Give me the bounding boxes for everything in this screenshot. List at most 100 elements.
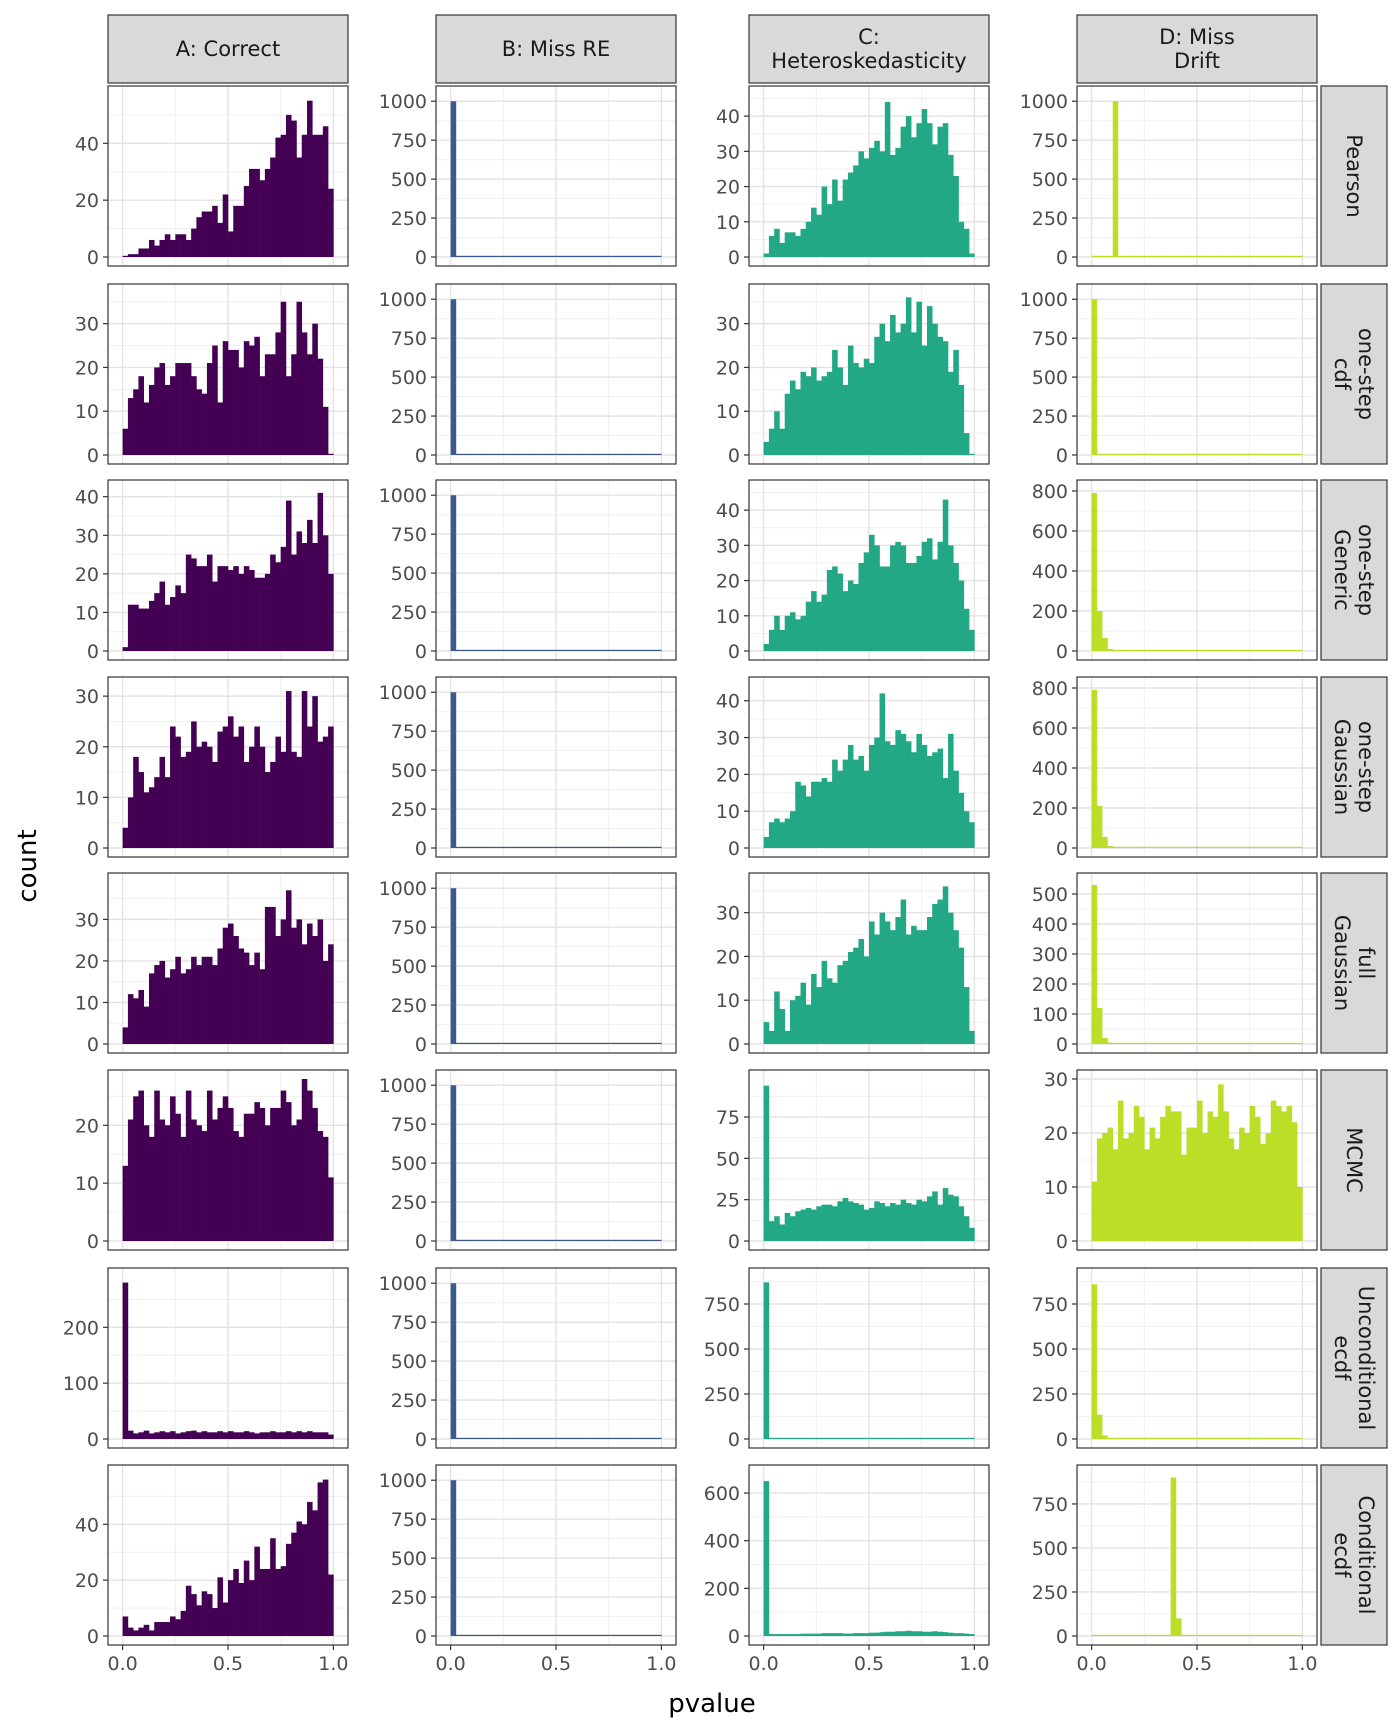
histogram-bar [587,1634,594,1636]
histogram-bar [1297,1634,1303,1636]
y-tick-label: 500 [391,367,427,389]
histogram-bar [1270,846,1277,848]
histogram-bar [476,1437,483,1439]
y-tick-label: 1000 [379,1470,427,1492]
y-tick-label: 400 [1032,914,1068,936]
histogram-bar [884,566,891,651]
y-tick-label: 0 [728,1034,740,1056]
histogram-bar [905,562,912,651]
x-tick-label: 1.0 [646,1653,676,1675]
histogram-bar [608,1239,615,1241]
histogram-bar [492,649,499,651]
histogram-bar [154,965,160,1044]
histogram-bar [963,987,970,1044]
histogram-bar [191,1594,197,1636]
histogram-bar [963,1633,970,1636]
y-tick-label: 20 [75,1570,99,1592]
histogram-bar [196,217,202,257]
histogram-bar [1186,1042,1193,1044]
histogram-bar [1123,1437,1129,1439]
histogram-bar [519,1239,525,1241]
histogram-bar [598,453,604,455]
y-tick-label: 1000 [379,91,427,113]
histogram-bar [476,649,483,651]
histogram-bar [1233,453,1240,455]
histogram-bar [795,995,801,1044]
histogram-bar [503,649,509,651]
histogram-bar [763,1481,770,1636]
histogram-bar [127,994,134,1044]
histogram-bar [264,772,271,848]
histogram-bar [853,1633,859,1636]
histogram-bar [582,649,588,651]
histogram-bar [206,363,213,455]
histogram-bar [307,1090,313,1241]
histogram-bar [1212,255,1219,257]
histogram-bar [640,1042,646,1044]
histogram-bar [1202,649,1208,651]
row-strips: Pearsonone-stepcdfone-stepGenericone-ste… [1320,85,1388,1646]
histogram-bar [858,367,865,455]
histogram-bar [254,577,260,651]
histogram-bar [1112,846,1119,848]
histogram-bar [1102,1634,1108,1636]
histogram-bar [1144,453,1150,455]
histogram-bar [768,1030,775,1044]
histogram-bar [524,1042,530,1044]
histogram-bar [228,570,234,651]
histogram-bar [784,818,791,848]
histogram-bar [911,752,917,848]
histogram-bar [180,1432,187,1439]
histogram-bar [461,1042,467,1044]
histogram-bar [1165,1106,1171,1241]
histogram-bar [905,116,912,257]
histogram-bar [322,960,329,1044]
row-strip-label: ecdf [1330,1335,1354,1381]
histogram-bar [513,1437,520,1439]
y-tick-label: 20 [716,177,740,199]
histogram-bar [238,1136,245,1241]
histogram-bar [837,770,843,848]
histogram-bar [932,1631,938,1636]
y-tick-label: 10 [716,990,740,1012]
row-strip-box [1320,85,1388,267]
histogram-bar [280,1432,287,1439]
histogram-bar [811,367,817,455]
histogram-bar [874,737,880,848]
y-tick-label: 1000 [379,878,427,900]
histogram-bar [779,1224,786,1241]
y-tick-label: 10 [75,602,99,624]
histogram-bar [561,846,567,848]
histogram-bar [328,573,334,651]
histogram-bar [958,947,965,1044]
histogram-bar [1212,1042,1219,1044]
histogram-bar [455,846,462,848]
histogram-bar [243,952,250,1044]
y-tick-label: 0 [415,641,427,663]
histogram-bar [317,358,324,455]
y-tick-label: 0 [415,445,427,467]
panel-border [435,283,677,465]
histogram-bar [926,538,933,651]
histogram-bar [905,1202,912,1241]
y-tick-label: 250 [704,1384,740,1406]
histogram-bar [1260,1634,1266,1636]
y-tick-label: 500 [391,1548,427,1570]
histogram-bar [900,1631,907,1636]
histogram-bar [948,154,954,257]
histogram-bar [466,649,473,651]
histogram-bar [1254,255,1261,257]
histogram-bar [222,566,229,651]
histogram-bar [942,499,949,651]
y-tick-label: 20 [75,737,99,759]
histogram-bar [312,134,318,257]
histogram-bar [1160,846,1166,848]
histogram-bar [455,1634,462,1636]
histogram-bar [280,546,287,651]
histogram-bar [969,822,975,848]
histogram-bar [243,1431,250,1439]
y-tick-label: 250 [391,1587,427,1609]
histogram-bar [270,554,276,651]
histogram-bar [461,453,467,455]
